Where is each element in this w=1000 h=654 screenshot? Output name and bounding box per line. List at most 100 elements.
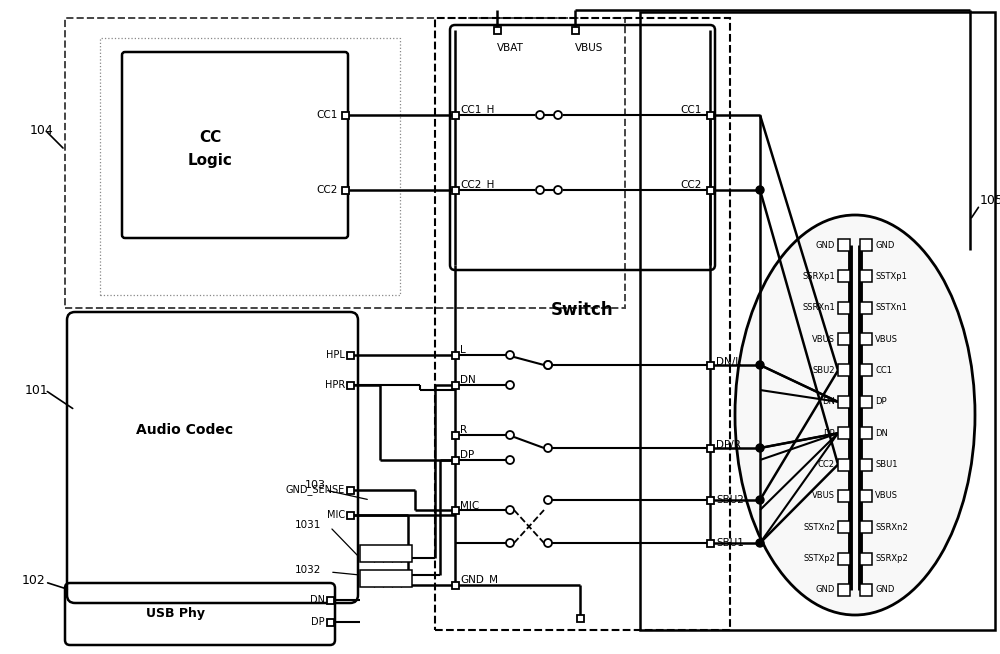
- Circle shape: [756, 539, 764, 547]
- Bar: [452, 581, 458, 589]
- Bar: [342, 186, 349, 194]
- Circle shape: [506, 506, 514, 514]
- Text: 102: 102: [22, 574, 46, 587]
- Bar: [860, 427, 872, 439]
- Text: DP/R: DP/R: [716, 440, 741, 450]
- Bar: [347, 381, 354, 388]
- Bar: [494, 27, 501, 33]
- Text: HPR: HPR: [325, 380, 345, 390]
- Text: SSRXp1: SSRXp1: [802, 272, 835, 281]
- Ellipse shape: [735, 215, 975, 615]
- Bar: [838, 396, 850, 408]
- Bar: [706, 186, 714, 194]
- Bar: [860, 584, 872, 596]
- Text: DN/L: DN/L: [716, 357, 741, 367]
- Bar: [347, 487, 354, 494]
- Bar: [452, 456, 458, 464]
- Circle shape: [544, 361, 552, 369]
- Text: DN: DN: [310, 595, 325, 605]
- Text: Audio Codec: Audio Codec: [136, 423, 234, 437]
- Text: SSTXn1: SSTXn1: [875, 303, 907, 312]
- Bar: [706, 111, 714, 118]
- Bar: [326, 619, 334, 625]
- Text: SSTXp2: SSTXp2: [803, 554, 835, 563]
- Bar: [838, 584, 850, 596]
- Bar: [860, 553, 872, 564]
- Text: CC2: CC2: [317, 185, 338, 195]
- Circle shape: [506, 351, 514, 359]
- Bar: [100, 38, 400, 295]
- Text: HPL: HPL: [326, 350, 345, 360]
- Text: CC2: CC2: [818, 460, 835, 469]
- Bar: [706, 362, 714, 368]
- Circle shape: [536, 186, 544, 194]
- Text: SSRXn2: SSRXn2: [875, 523, 908, 532]
- Text: L: L: [460, 345, 466, 355]
- Circle shape: [506, 381, 514, 389]
- Text: GND: GND: [816, 241, 835, 249]
- Text: DN: DN: [460, 375, 476, 385]
- Circle shape: [544, 496, 552, 504]
- Text: SSRXp2: SSRXp2: [875, 554, 908, 563]
- Bar: [838, 364, 850, 377]
- Bar: [838, 521, 850, 533]
- Text: DP: DP: [460, 450, 474, 460]
- Bar: [860, 490, 872, 502]
- Bar: [838, 301, 850, 314]
- Bar: [838, 553, 850, 564]
- Text: CC1_H: CC1_H: [460, 105, 494, 116]
- Bar: [706, 445, 714, 451]
- Bar: [360, 545, 412, 562]
- Text: 101: 101: [25, 383, 49, 396]
- Bar: [860, 270, 872, 283]
- Bar: [342, 111, 349, 118]
- Text: GND_M: GND_M: [460, 575, 498, 585]
- Text: VBUS: VBUS: [875, 335, 898, 343]
- Bar: [640, 12, 995, 630]
- Text: VBAT: VBAT: [497, 43, 524, 53]
- Text: 104: 104: [30, 124, 54, 137]
- Bar: [860, 333, 872, 345]
- Text: SBU2: SBU2: [716, 495, 744, 505]
- Bar: [838, 333, 850, 345]
- Text: GND: GND: [816, 585, 835, 594]
- Circle shape: [506, 539, 514, 547]
- Circle shape: [506, 431, 514, 439]
- Bar: [860, 396, 872, 408]
- Text: CC2_H: CC2_H: [460, 180, 494, 190]
- Text: 1031: 1031: [295, 520, 321, 530]
- Text: CC1: CC1: [681, 105, 702, 115]
- Circle shape: [756, 496, 764, 504]
- Bar: [838, 458, 850, 470]
- Text: SBU2: SBU2: [812, 366, 835, 375]
- Circle shape: [756, 186, 764, 194]
- Bar: [860, 521, 872, 533]
- Text: 105: 105: [980, 194, 1000, 207]
- Circle shape: [536, 111, 544, 119]
- Bar: [452, 381, 458, 388]
- Circle shape: [756, 444, 764, 452]
- Bar: [572, 27, 578, 33]
- Bar: [452, 351, 458, 358]
- Text: GND: GND: [875, 241, 894, 249]
- Bar: [452, 506, 458, 513]
- Text: MIC: MIC: [327, 510, 345, 520]
- Bar: [838, 270, 850, 283]
- Text: VBUS: VBUS: [812, 491, 835, 500]
- Bar: [706, 540, 714, 547]
- Text: CC1: CC1: [317, 110, 338, 120]
- Bar: [435, 18, 730, 630]
- Text: 103: 103: [305, 480, 326, 490]
- Circle shape: [544, 444, 552, 452]
- Text: DP: DP: [823, 428, 835, 438]
- Bar: [838, 490, 850, 502]
- Circle shape: [506, 456, 514, 464]
- Text: CC2: CC2: [681, 180, 702, 190]
- Text: MIC: MIC: [460, 501, 479, 511]
- Bar: [706, 496, 714, 504]
- Bar: [326, 596, 334, 604]
- Bar: [860, 364, 872, 377]
- Circle shape: [544, 361, 552, 369]
- Bar: [347, 351, 354, 358]
- Bar: [347, 511, 354, 519]
